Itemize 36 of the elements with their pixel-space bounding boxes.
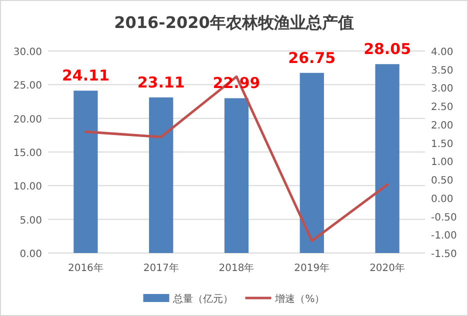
y2-tick-label: 1.50 [431, 138, 454, 150]
y-tick-label: 30.00 [13, 47, 42, 58]
x-tick-label: 2018年 [218, 262, 254, 274]
bar [375, 64, 400, 253]
x-tick-label: 2017年 [143, 262, 179, 274]
data-label: 26.75 [288, 48, 336, 67]
x-tick-label: 2016年 [68, 262, 104, 274]
legend-label: 增速（%） [274, 293, 325, 305]
y-tick-label: 0.00 [20, 249, 42, 260]
x-tick-label: 2019年 [294, 262, 330, 274]
y2-tick-label: -0.50 [431, 212, 457, 224]
y2-tick-label: 1.00 [431, 157, 454, 168]
bar [300, 72, 324, 253]
y2-tick-label: 0.50 [431, 176, 454, 187]
y2-tick-label: 3.00 [431, 84, 454, 95]
y2-tick-label: 0.00 [431, 194, 454, 205]
y2-tick-label: 4.00 [431, 47, 454, 58]
y-tick-label: 20.00 [13, 114, 42, 126]
y-tick-label: 25.00 [13, 80, 42, 92]
y-tick-label: 10.00 [13, 182, 42, 193]
y2-tick-label: -1.00 [431, 230, 457, 242]
y2-tick-label: -1.50 [431, 249, 457, 260]
y2-tick-label: 3.50 [431, 65, 454, 76]
y2-tick-label: 2.50 [431, 102, 454, 114]
y-tick-label: 15.00 [13, 148, 42, 159]
data-label: 24.11 [62, 66, 110, 85]
chart-title: 2016-2020年农林牧渔业总产值 [114, 13, 354, 32]
y-tick-label: 5.00 [20, 215, 42, 226]
data-label: 23.11 [137, 73, 185, 92]
data-label: 28.05 [364, 40, 412, 58]
x-tick-label: 2020年 [370, 262, 406, 274]
bar [224, 98, 249, 253]
y2-tick-label: 2.00 [431, 120, 454, 132]
legend-label: 总量（亿元） [172, 293, 234, 305]
bar [149, 97, 174, 253]
bar [74, 90, 98, 253]
